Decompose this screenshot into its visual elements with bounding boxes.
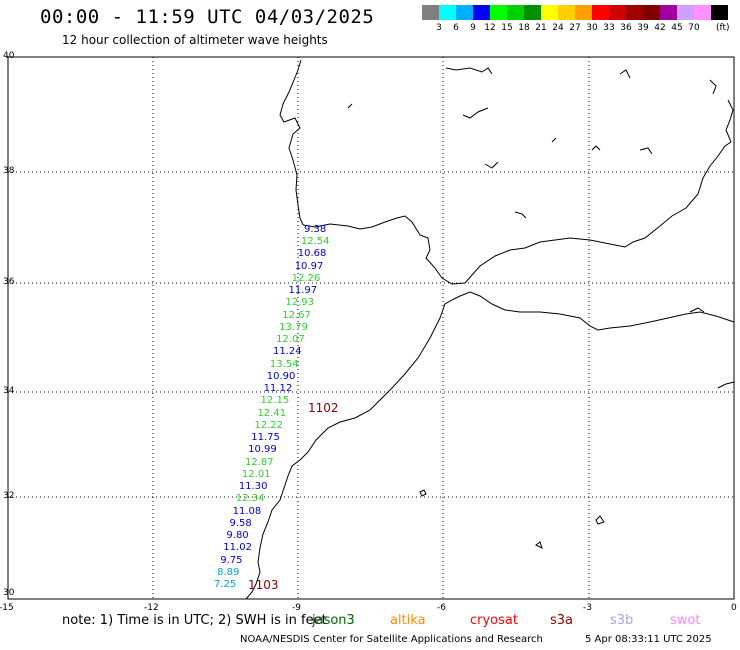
wave-height-label: 11.97 (288, 285, 318, 297)
lon-label: -6 (437, 603, 446, 613)
scale-label: 18 (518, 23, 530, 33)
scale-label: 39 (637, 23, 649, 33)
wave-height-label: 12.01 (241, 468, 271, 480)
scale-swatch (677, 5, 694, 20)
lon-label: -15 (0, 603, 14, 613)
lon-label: -3 (583, 603, 592, 613)
scale-label: 45 (671, 23, 683, 33)
wave-height-label: 13.79 (279, 321, 308, 333)
lon-label: -12 (144, 603, 159, 613)
wave-height-label: 7.25 (214, 579, 237, 590)
grid-lines (8, 57, 734, 599)
wave-height-label: 12.34 (235, 493, 265, 505)
lon-label: 0 (731, 603, 737, 613)
scale-label: 42 (654, 23, 666, 33)
scale-swatch (507, 5, 524, 20)
wave-height-label: 9.75 (220, 554, 243, 566)
scale-swatch (592, 5, 609, 20)
scale-swatch (558, 5, 575, 20)
wave-height-label: 11.24 (272, 346, 302, 358)
lat-label: 32 (3, 491, 15, 501)
scale-swatch (711, 5, 728, 20)
scale-label: 30 (586, 23, 598, 33)
scale-swatch (473, 5, 490, 20)
wave-height-label: 12.26 (291, 272, 321, 284)
scale-swatch (439, 5, 456, 20)
scale-swatch (660, 5, 677, 20)
scale-swatch (694, 5, 711, 20)
wave-height-label: 11.08 (232, 505, 262, 517)
satellite-altika: altika (390, 613, 426, 628)
scale-label: 12 (484, 23, 496, 33)
scale-swatch (422, 5, 439, 20)
satellite-cryosat: cryosat (470, 613, 518, 628)
track-label-1103: 1103 (248, 578, 279, 592)
lat-label: 36 (3, 277, 15, 287)
scale-label: 6 (453, 23, 459, 33)
scale-label: 15 (501, 23, 513, 33)
wave-height-label: 11.30 (238, 481, 268, 493)
page-title: 00:00 - 11:59 UTC 04/03/2025 (40, 6, 375, 28)
wave-height-label: 12.93 (285, 297, 315, 309)
wave-height-label: 12.54 (300, 236, 330, 248)
wave-height-label: 10.97 (294, 260, 324, 272)
scale-swatch (456, 5, 473, 20)
lon-label: -9 (292, 603, 301, 613)
scale-label: 9 (470, 23, 476, 33)
wave-height-label: 9.80 (226, 530, 249, 542)
wave-height-label: 10.99 (248, 444, 277, 456)
lat-label: 30 (3, 588, 15, 598)
scale-swatch (626, 5, 643, 20)
wave-height-label: 10.90 (266, 370, 296, 382)
footer-credit: NOAA/NESDIS Center for Satellite Applica… (240, 634, 543, 645)
satellite-jason3: jason3 (312, 613, 355, 628)
lat-label: 34 (3, 386, 15, 396)
scale-label: 3 (436, 23, 442, 33)
wave-height-label: 12.07 (276, 334, 305, 346)
lat-label: 40 (3, 51, 15, 61)
footer-timestamp: 5 Apr 08:33:11 UTC 2025 (585, 634, 712, 645)
wave-height-label: 12.67 (282, 309, 311, 321)
wave-height-label: 12.87 (245, 456, 274, 468)
scale-label: 36 (620, 23, 632, 33)
satellite-s3a: s3a (550, 613, 574, 628)
lat-label: 38 (3, 166, 15, 176)
map-frame (7, 56, 735, 600)
page-subtitle: 12 hour collection of altimeter wave hei… (62, 33, 328, 47)
note-text: note: 1) Time is in UTC; 2) SWH is in fe… (62, 613, 327, 628)
scale-swatch (643, 5, 660, 20)
wave-height-label: 12.22 (254, 419, 283, 431)
wave-height-label: 11.75 (251, 432, 280, 444)
coastline (245, 59, 735, 600)
wave-height-label: 13.54 (269, 358, 299, 370)
wave-height-label: 9.58 (229, 517, 252, 529)
scale-swatch (490, 5, 507, 20)
scale-label: 24 (552, 23, 564, 33)
track-label-1102: 1102 (308, 401, 339, 415)
wave-height-label: 9.38 (304, 224, 327, 235)
scale-swatch (524, 5, 541, 20)
scale-label: 70 (688, 23, 700, 33)
wave-height-label: 10.68 (297, 248, 327, 260)
wave-height-label: 11.02 (223, 542, 252, 554)
scale-swatch (609, 5, 626, 20)
scale-label: 27 (569, 23, 581, 33)
unit-label: (ft) (716, 23, 730, 33)
satellite-swot: swot (670, 613, 701, 628)
wave-height-label: 12.15 (260, 395, 290, 407)
scale-swatch (575, 5, 592, 20)
scale-swatch (541, 5, 558, 20)
wave-height-label: 12.41 (257, 407, 287, 419)
scale-label: 21 (535, 23, 547, 33)
wave-height-label: 11.12 (263, 383, 293, 395)
wave-height-label: 8.89 (217, 566, 240, 578)
satellite-s3b: s3b (610, 613, 634, 628)
scale-label: 33 (603, 23, 615, 33)
